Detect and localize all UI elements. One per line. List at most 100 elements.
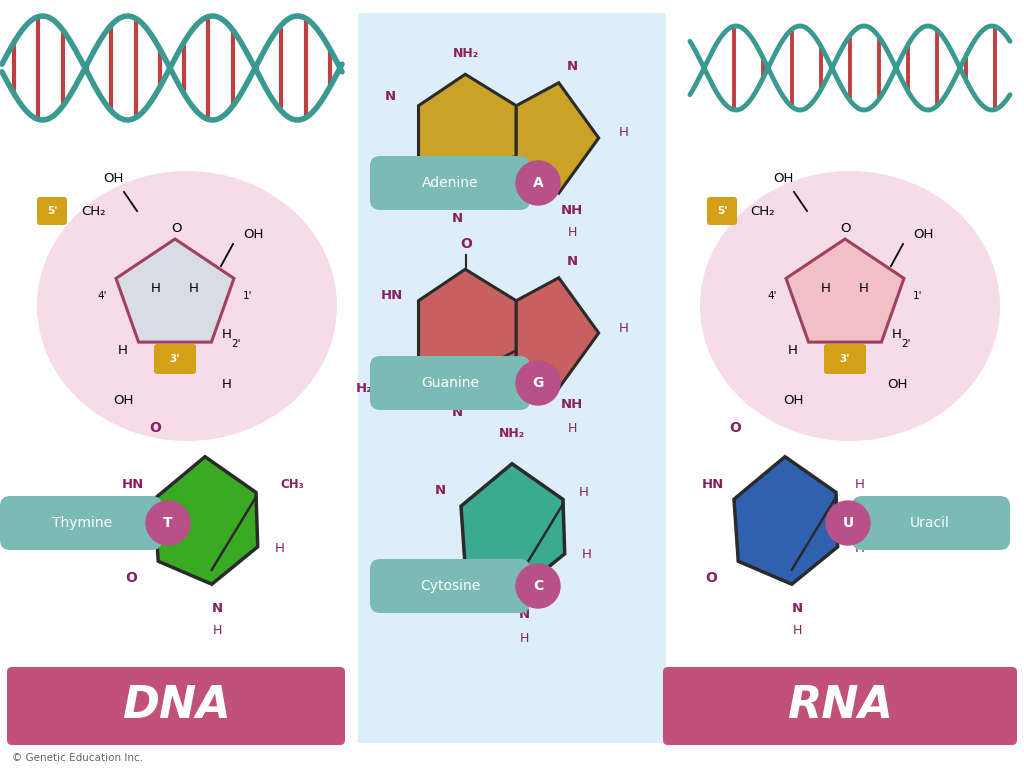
FancyBboxPatch shape — [370, 356, 530, 410]
Text: H: H — [189, 282, 199, 294]
Text: H: H — [620, 322, 629, 335]
FancyBboxPatch shape — [852, 496, 1010, 550]
Polygon shape — [734, 457, 838, 584]
Text: H: H — [892, 327, 902, 340]
Text: N: N — [211, 601, 222, 614]
Text: NH: NH — [561, 204, 583, 217]
Text: T: T — [163, 516, 173, 530]
Polygon shape — [419, 74, 516, 197]
FancyBboxPatch shape — [37, 197, 67, 225]
Text: HN: HN — [381, 289, 403, 302]
Circle shape — [516, 361, 560, 405]
Text: H: H — [582, 548, 592, 561]
Text: CH₂: CH₂ — [751, 204, 775, 217]
FancyBboxPatch shape — [370, 156, 530, 210]
Text: O: O — [729, 421, 741, 435]
Text: N: N — [518, 608, 529, 621]
Text: N: N — [434, 484, 445, 496]
Text: NH: NH — [561, 399, 583, 412]
Text: 5': 5' — [717, 206, 727, 216]
FancyBboxPatch shape — [7, 667, 345, 745]
Text: G: G — [532, 376, 544, 390]
Text: OH: OH — [912, 227, 933, 240]
Text: H: H — [859, 282, 869, 294]
Text: H: H — [152, 282, 161, 294]
Text: 3': 3' — [170, 355, 180, 365]
Text: CH₂: CH₂ — [81, 204, 105, 217]
Text: N: N — [452, 211, 463, 224]
Text: Thymine: Thymine — [52, 516, 112, 530]
Text: H: H — [212, 624, 221, 637]
Circle shape — [516, 564, 560, 608]
Text: OH: OH — [102, 171, 123, 184]
Text: Adenine: Adenine — [422, 176, 478, 190]
Text: OH: OH — [782, 395, 803, 408]
Text: A: A — [532, 176, 544, 190]
Polygon shape — [154, 457, 258, 584]
Text: Guanine: Guanine — [421, 376, 479, 390]
Text: U: U — [843, 516, 854, 530]
Text: H: H — [620, 127, 629, 140]
Text: CH₃: CH₃ — [280, 478, 304, 492]
Polygon shape — [516, 83, 599, 194]
Text: OH: OH — [887, 378, 907, 390]
Circle shape — [516, 161, 560, 205]
Text: OH: OH — [243, 227, 263, 240]
Text: C: C — [532, 579, 543, 593]
Text: H: H — [385, 161, 395, 174]
Text: H: H — [579, 485, 589, 498]
Text: 4': 4' — [768, 291, 777, 301]
Text: 5': 5' — [47, 206, 57, 216]
Text: O: O — [841, 221, 851, 234]
Polygon shape — [116, 239, 233, 342]
Text: H: H — [855, 478, 865, 492]
Text: 4': 4' — [97, 291, 106, 301]
Text: NH₂: NH₂ — [499, 427, 525, 440]
FancyBboxPatch shape — [370, 559, 530, 613]
Text: H: H — [855, 541, 865, 554]
Text: Uracil: Uracil — [910, 516, 950, 530]
Text: H₂N: H₂N — [356, 382, 384, 395]
FancyBboxPatch shape — [824, 344, 866, 374]
Text: N: N — [452, 406, 463, 419]
Text: O: O — [432, 578, 444, 592]
Text: O: O — [171, 221, 181, 234]
Polygon shape — [419, 270, 516, 392]
FancyBboxPatch shape — [663, 667, 1017, 745]
Text: O: O — [706, 571, 717, 585]
Text: N: N — [566, 59, 578, 72]
Text: 1': 1' — [913, 291, 923, 301]
Text: HN: HN — [701, 478, 724, 492]
Text: H: H — [275, 541, 285, 554]
Text: RNA: RNA — [787, 684, 893, 727]
Polygon shape — [516, 278, 599, 389]
FancyBboxPatch shape — [0, 496, 162, 550]
Text: 2': 2' — [231, 339, 241, 349]
Text: HN: HN — [122, 478, 144, 492]
Text: N: N — [792, 601, 803, 614]
Text: H: H — [519, 631, 528, 644]
Polygon shape — [786, 239, 904, 342]
Text: H: H — [118, 345, 128, 357]
Text: 1': 1' — [243, 291, 253, 301]
FancyBboxPatch shape — [154, 344, 196, 374]
Bar — [358, 13, 666, 743]
Text: 3': 3' — [840, 355, 850, 365]
Text: 2': 2' — [901, 339, 910, 349]
Circle shape — [826, 501, 870, 545]
Circle shape — [146, 501, 190, 545]
Text: NH₂: NH₂ — [453, 47, 479, 60]
Text: Cytosine: Cytosine — [420, 579, 480, 593]
Text: OH: OH — [773, 171, 794, 184]
Text: H: H — [222, 327, 232, 340]
Text: H: H — [821, 282, 830, 294]
Text: H: H — [567, 227, 577, 240]
Ellipse shape — [37, 171, 337, 441]
Text: N: N — [384, 90, 395, 102]
FancyBboxPatch shape — [707, 197, 737, 225]
Polygon shape — [461, 464, 564, 591]
Text: OH: OH — [113, 395, 133, 408]
Ellipse shape — [700, 171, 1000, 441]
Text: O: O — [460, 237, 472, 251]
Text: © Genetic Education Inc.: © Genetic Education Inc. — [12, 753, 143, 763]
